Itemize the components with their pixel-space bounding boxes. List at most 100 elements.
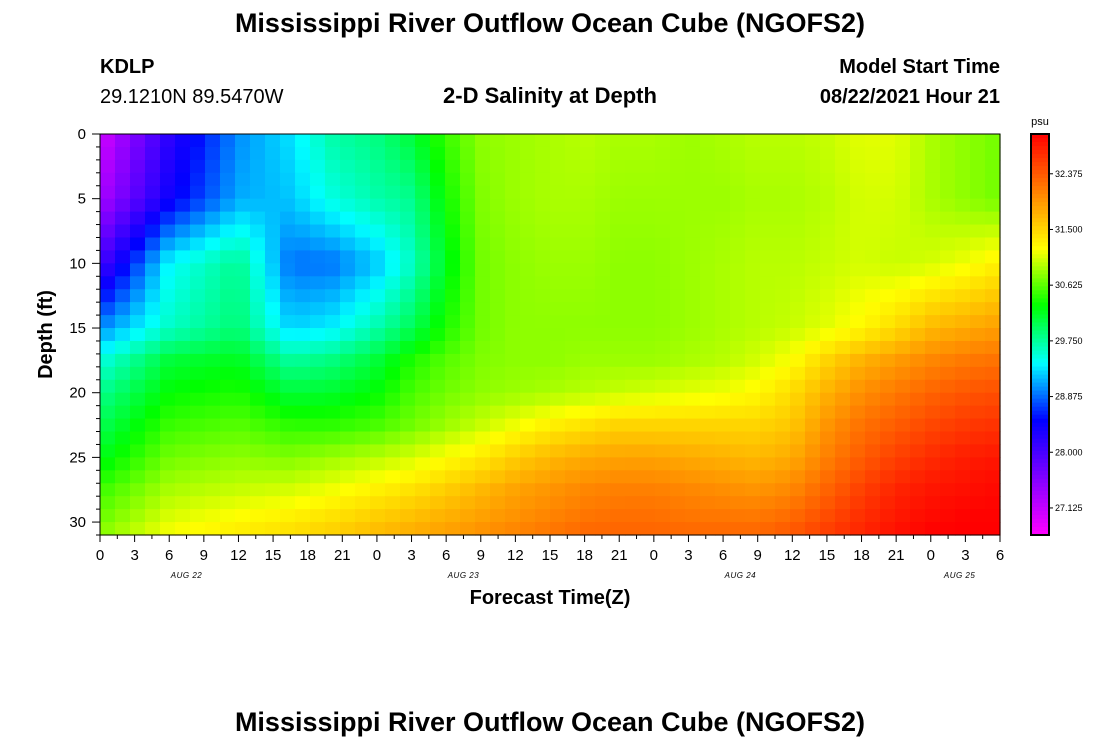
heatmap-cell (655, 146, 671, 161)
heatmap-cell (925, 263, 941, 277)
heatmap-cell (475, 418, 491, 433)
heatmap-cell (685, 302, 701, 316)
heatmap-cell (400, 185, 416, 200)
heatmap-cell (985, 340, 1001, 355)
heatmap-cell (445, 470, 461, 484)
heatmap-cell (640, 134, 656, 148)
heatmap-cell (895, 457, 911, 471)
heatmap-cell (460, 159, 476, 174)
heatmap-cell (235, 457, 251, 471)
heatmap-cell (700, 444, 716, 458)
colorbar-segment (1031, 134, 1049, 139)
heatmap-cell (940, 379, 956, 394)
heatmap-cell (250, 509, 266, 523)
heatmap-cell (940, 483, 956, 497)
x-axis-label: Forecast Time(Z) (470, 587, 631, 609)
heatmap-cell (790, 353, 806, 368)
heatmap-cell (115, 134, 131, 148)
heatmap-cell (235, 418, 251, 433)
heatmap-cell (820, 444, 836, 458)
heatmap-cell (385, 276, 401, 290)
heatmap-cell (835, 470, 851, 484)
heatmap-cell (130, 353, 146, 368)
heatmap-cell (175, 289, 191, 303)
heatmap-cell (160, 185, 176, 200)
heatmap-cell (505, 237, 521, 252)
heatmap-cell (205, 211, 221, 226)
heatmap-cell (970, 353, 986, 368)
heatmap-cell (250, 276, 266, 290)
heatmap-cell (445, 366, 461, 381)
heatmap-cell (865, 392, 881, 407)
heatmap-cell (820, 379, 836, 394)
heatmap-cell (205, 263, 221, 277)
heatmap-cell (970, 457, 986, 471)
heatmap-cell (310, 146, 326, 161)
heatmap-cell (880, 237, 896, 252)
heatmap-cell (610, 185, 626, 200)
heatmap-cell (565, 366, 581, 381)
heatmap-cell (460, 289, 476, 303)
heatmap-cell (970, 159, 986, 174)
heatmap-cell (940, 198, 956, 213)
heatmap-cell (775, 237, 791, 252)
heatmap-cell (535, 315, 551, 329)
heatmap-cell (475, 315, 491, 329)
heatmap-cell (130, 522, 146, 536)
heatmap-cell (880, 289, 896, 303)
y-tick-label: 20 (69, 385, 86, 402)
heatmap-cell (325, 198, 341, 213)
heatmap-cell (670, 198, 686, 213)
heatmap-cell (925, 302, 941, 316)
heatmap-cell (775, 522, 791, 536)
heatmap-cell (880, 159, 896, 174)
heatmap-cell (325, 496, 341, 510)
heatmap-cell (460, 366, 476, 381)
heatmap-cell (640, 379, 656, 394)
heatmap-cell (775, 379, 791, 394)
heatmap-cell (175, 328, 191, 342)
heatmap-cell (745, 483, 761, 497)
heatmap-cell (400, 457, 416, 471)
heatmap-cell (595, 211, 611, 226)
heatmap-cell (940, 366, 956, 381)
heatmap-cell (610, 276, 626, 290)
colorbar-segment (1031, 314, 1049, 320)
heatmap-cell (730, 328, 746, 342)
heatmap-cell (295, 431, 311, 446)
heatmap-cell (505, 250, 521, 264)
heatmap-cell (955, 237, 971, 252)
heatmap-cell (145, 211, 161, 226)
heatmap-cell (415, 405, 431, 420)
heatmap-cell (550, 198, 566, 213)
heatmap-cell (520, 418, 536, 433)
heatmap-cell (700, 366, 716, 381)
heatmap-cell (115, 185, 131, 200)
heatmap-cell (430, 418, 446, 433)
heatmap-cell (370, 431, 386, 446)
heatmap-cell (955, 457, 971, 471)
heatmap-cell (610, 211, 626, 226)
heatmap-cell (895, 302, 911, 316)
heatmap-cell (250, 237, 266, 252)
heatmap-cell (340, 211, 356, 226)
heatmap-cell (985, 289, 1001, 303)
heatmap-cell (385, 250, 401, 264)
colorbar-segment (1031, 470, 1049, 476)
colorbar-segment (1031, 222, 1049, 227)
heatmap-cell (130, 418, 146, 433)
heatmap-cell (475, 340, 491, 355)
heatmap-cell (655, 185, 671, 200)
heatmap-cell (925, 509, 941, 523)
heatmap-cell (205, 315, 221, 329)
heatmap-cell (655, 379, 671, 394)
heatmap-cell (880, 328, 896, 342)
heatmap-cell (115, 392, 131, 407)
heatmap-cell (865, 172, 881, 187)
heatmap-cell (475, 146, 491, 161)
heatmap-cell (235, 185, 251, 200)
heatmap-cell (385, 457, 401, 471)
heatmap-cell (145, 250, 161, 264)
heatmap-cell (910, 302, 926, 316)
heatmap-cell (790, 470, 806, 484)
